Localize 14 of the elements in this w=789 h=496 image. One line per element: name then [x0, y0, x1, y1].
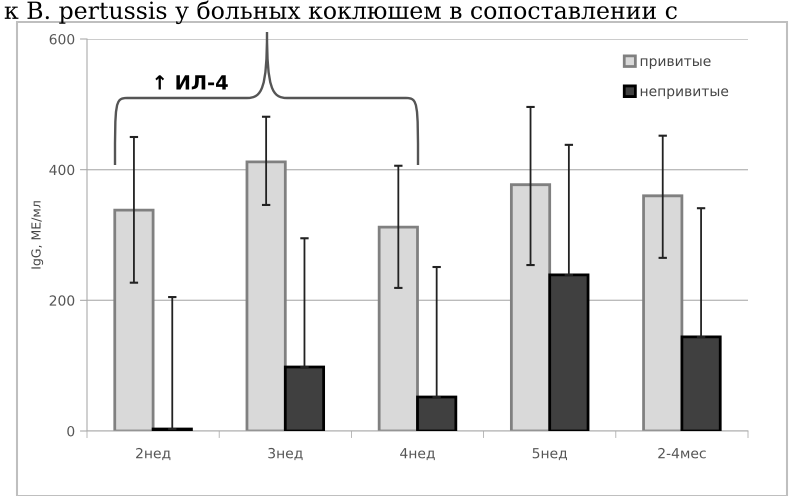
x-tick-label: 5нед — [532, 448, 568, 460]
y-axis-title: IgG, МЕ/мл — [31, 201, 44, 269]
x-tick-label: 2-4мес — [658, 448, 706, 458]
chart-title: к B. pertussis у больных коклюшем в сопоставлении с — [4, 0, 677, 24]
legend-label: привитые — [640, 58, 711, 69]
y-tick-label: 0 — [67, 426, 74, 436]
annotation: ↑ ИЛ-4 — [155, 75, 228, 90]
legend-label: непривитые — [640, 88, 728, 99]
x-tick-label: 2нед — [136, 448, 170, 460]
y-tick-label: 600 — [50, 34, 74, 44]
x-tick-label: 3нед — [268, 448, 303, 460]
x-tick-label: 4нед — [400, 448, 435, 460]
y-tick-label: 200 — [50, 295, 74, 306]
y-tick-label: 400 — [49, 164, 74, 176]
